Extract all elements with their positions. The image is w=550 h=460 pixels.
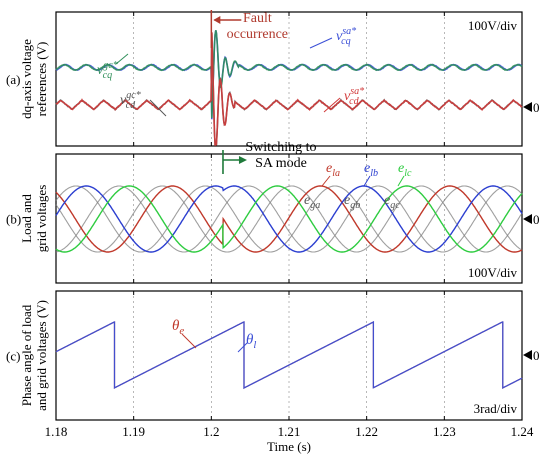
label-pointer — [309, 37, 333, 49]
panel-c-zero-marker — [523, 350, 532, 360]
load-voltage-lc — [55, 185, 523, 253]
panel-c-frame — [55, 290, 523, 421]
switch-arrowhead — [238, 156, 247, 164]
panel-a-zero-marker — [523, 102, 532, 112]
series-label-cq-sa: vsa* cq — [336, 26, 357, 47]
x-axis-label: Time (s) — [267, 439, 311, 454]
series-label-lc: elc — [398, 161, 412, 179]
panel-b-ylabel-line1: Load and — [19, 194, 34, 243]
label-pointer — [323, 97, 341, 113]
x-tick-label: 1.19 — [122, 424, 145, 439]
series-label-gc: egc — [384, 193, 400, 211]
grid-voltage-gb — [55, 185, 523, 253]
grid-voltage-ga — [55, 185, 523, 253]
panel-a-ylabel-line2: references (V) — [34, 42, 49, 117]
series-label-gb: egb — [344, 193, 360, 211]
x-tick-label: 1.24 — [511, 424, 534, 439]
phase-angle-l — [55, 320, 523, 390]
fault-arrowhead — [213, 16, 221, 24]
switch-annotation-line1: Switching to — [245, 140, 316, 155]
x-tick-label: 1.21 — [278, 424, 301, 439]
panel-a-zero-label: 0 — [533, 100, 540, 115]
panel-b-ylabel-line2: grid voltages — [34, 185, 49, 253]
label-pointer — [181, 333, 197, 349]
series-label-ga: ega — [304, 193, 320, 211]
load-voltage-lb — [55, 185, 523, 253]
series-label-cd-gc: vgc* cd — [120, 90, 142, 111]
label-pointer — [149, 99, 167, 117]
series-label-la: ela — [326, 161, 340, 179]
panel-c-ylabel-line1: Phase angle of load — [19, 304, 34, 406]
series-label-lb: elb — [364, 161, 378, 179]
x-tick-label: 1.23 — [433, 424, 456, 439]
label-pointer — [321, 175, 331, 187]
x-tick-label: 1.18 — [45, 424, 68, 439]
series-label-cq-gc: vgc* cq — [97, 60, 119, 81]
series-label-cd-sa: vsa* cd — [344, 86, 365, 107]
panel-a-scale-label: 100V/div — [468, 18, 518, 33]
switch-annotation-line2: SA mode — [255, 156, 307, 171]
panel-b-zero-marker — [523, 214, 532, 224]
label-pointer — [397, 175, 405, 187]
fault-annotation-line2: occurrence — [227, 27, 288, 42]
panel-a-series-line — [55, 30, 523, 119]
grid-voltage-gc — [55, 185, 523, 253]
panel-c-scale-label: 3rad/div — [474, 401, 518, 416]
panel-c-label: (c) — [6, 349, 20, 364]
panel-c-zero-label: 0 — [533, 348, 540, 363]
panel-b-scale-label: 100V/div — [468, 265, 518, 280]
x-tick-label: 1.22 — [355, 424, 378, 439]
label-pointer — [115, 53, 129, 65]
load-voltage-la — [55, 185, 523, 253]
series-label-theta-e: θe — [172, 318, 184, 337]
label-pointer — [363, 175, 371, 187]
panel-c-ylabel-line2: and grid voltages (V) — [34, 300, 49, 411]
panel-a-label: (a) — [6, 72, 20, 87]
panel-a-ylabel-line1: dq-axis voltage — [19, 39, 34, 119]
fault-annotation-line1: Fault — [243, 11, 272, 26]
panel-b-zero-label: 0 — [533, 212, 540, 227]
x-tick-label: 1.2 — [203, 424, 219, 439]
panel-a-series-line — [55, 32, 523, 146]
label-pointer — [237, 341, 249, 353]
series-label-theta-l: θl — [246, 332, 256, 351]
panel-b-label: (b) — [6, 212, 21, 227]
